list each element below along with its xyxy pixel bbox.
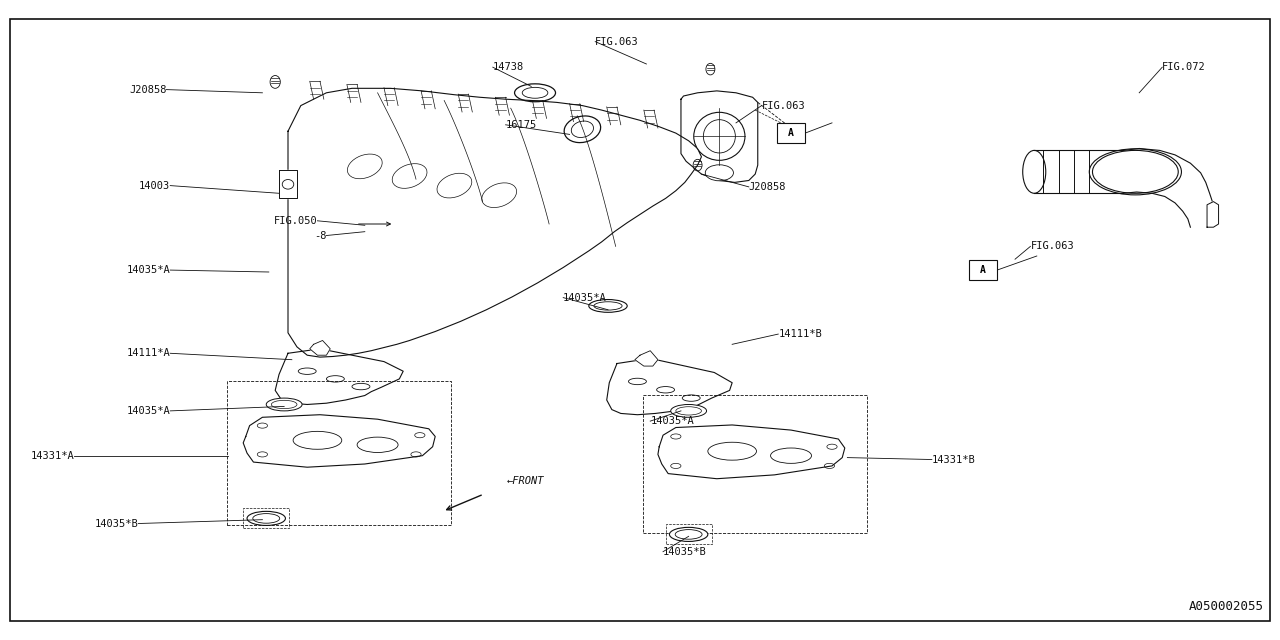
Text: 14035*B: 14035*B bbox=[663, 547, 707, 557]
Text: 14003: 14003 bbox=[140, 180, 170, 191]
Text: 14738: 14738 bbox=[493, 62, 524, 72]
Text: 14035*A: 14035*A bbox=[127, 406, 170, 416]
Text: 14035*A: 14035*A bbox=[650, 416, 694, 426]
Text: J20858: J20858 bbox=[129, 84, 166, 95]
Ellipse shape bbox=[247, 511, 285, 525]
Polygon shape bbox=[658, 425, 845, 479]
Bar bbox=[777, 123, 805, 143]
Polygon shape bbox=[243, 415, 435, 467]
Text: A: A bbox=[788, 128, 794, 138]
Bar bbox=[643, 395, 868, 532]
Text: FIG.072: FIG.072 bbox=[1162, 62, 1206, 72]
Ellipse shape bbox=[694, 112, 745, 160]
Text: -8: -8 bbox=[314, 230, 326, 241]
Ellipse shape bbox=[671, 404, 707, 417]
Polygon shape bbox=[279, 170, 297, 198]
Polygon shape bbox=[635, 351, 658, 366]
Text: A: A bbox=[980, 265, 986, 275]
Polygon shape bbox=[275, 349, 403, 404]
Text: J20858: J20858 bbox=[749, 182, 786, 192]
Ellipse shape bbox=[589, 300, 627, 312]
Text: 14035*B: 14035*B bbox=[95, 518, 138, 529]
Ellipse shape bbox=[705, 164, 733, 180]
Text: 14111*A: 14111*A bbox=[127, 348, 170, 358]
Ellipse shape bbox=[1089, 148, 1181, 195]
Text: FIG.063: FIG.063 bbox=[762, 100, 805, 111]
Text: 14111*B: 14111*B bbox=[778, 329, 822, 339]
Text: A050002055: A050002055 bbox=[1188, 600, 1263, 613]
Text: ←FRONT: ←FRONT bbox=[507, 476, 544, 486]
Text: 14035*A: 14035*A bbox=[563, 292, 607, 303]
Polygon shape bbox=[288, 88, 701, 357]
Bar bbox=[243, 508, 289, 528]
Polygon shape bbox=[607, 358, 732, 415]
Text: 16175: 16175 bbox=[506, 120, 536, 130]
Polygon shape bbox=[310, 340, 330, 355]
Text: FIG.050: FIG.050 bbox=[274, 216, 317, 226]
Text: FIG.063: FIG.063 bbox=[595, 36, 639, 47]
Ellipse shape bbox=[266, 398, 302, 411]
Bar bbox=[666, 524, 712, 544]
Polygon shape bbox=[1124, 148, 1213, 227]
Text: 14331*A: 14331*A bbox=[31, 451, 74, 461]
Polygon shape bbox=[681, 91, 758, 182]
Text: 14035*A: 14035*A bbox=[127, 265, 170, 275]
Bar bbox=[228, 381, 452, 525]
Bar bbox=[969, 260, 997, 280]
Text: FIG.063: FIG.063 bbox=[1030, 241, 1074, 252]
Ellipse shape bbox=[1023, 150, 1046, 193]
Text: 14331*B: 14331*B bbox=[932, 454, 975, 465]
Polygon shape bbox=[1207, 202, 1219, 227]
Ellipse shape bbox=[669, 527, 708, 541]
